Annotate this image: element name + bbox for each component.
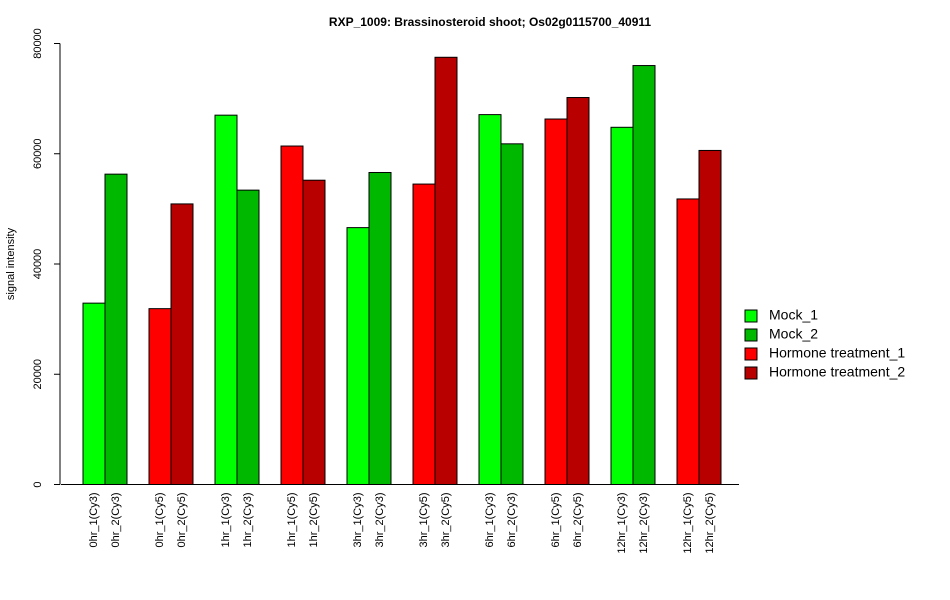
x-tick-label: 0hr_1(Cy5) [154,493,166,548]
bar [104,173,128,486]
x-tick-label: 6hr_2(Cy3) [506,493,518,548]
bar [280,145,304,485]
x-tick-label: 1hr_1(Cy3) [220,493,232,548]
bar [434,56,458,485]
x-tick-label: 12hr_2(Cy5) [704,493,716,554]
x-tick-label: 0hr_2(Cy3) [110,493,122,548]
y-tick-label: 0 [32,481,44,487]
x-tick-label: 12hr_2(Cy3) [638,493,650,554]
bar [368,171,392,485]
bars [82,56,722,486]
bar [214,114,238,485]
y-axis-label: signal intensity [5,227,17,300]
x-tick-label: 3hr_2(Cy5) [440,493,452,548]
x-tick-label: 12hr_1(Cy3) [616,493,628,554]
bar [170,203,194,485]
x-tick-labels: 0hr_1(Cy3) 0hr_2(Cy3) 0hr_1(Cy5) 0hr_2(Cy5)… [88,493,716,554]
bar [412,183,436,485]
bar [148,308,172,485]
legend-label: Mock_2 [769,326,818,342]
x-tick-label: 0hr_1(Cy3) [88,493,100,548]
y-axis: 0 20000 40000 60000 80000 [32,28,61,488]
bar [610,126,634,485]
y-tick-label: 20000 [32,359,44,390]
x-tick-label: 6hr_1(Cy5) [550,493,562,548]
bar [632,65,656,486]
legend: Mock_1 Mock_2 Hormone treatment_1 Hormone t… [744,307,905,380]
y-tick-label: 80000 [32,28,44,59]
bar [698,149,722,485]
legend-label: Hormone treatment_1 [769,345,905,361]
bar [676,198,700,485]
x-tick-label: 1hr_2(Cy3) [242,493,254,548]
x-tick-label: 12hr_1(Cy5) [682,493,694,554]
y-tick-label: 40000 [32,249,44,280]
x-tick-label: 6hr_1(Cy3) [484,493,496,548]
legend-swatch [744,328,758,342]
x-tick-label: 6hr_2(Cy5) [572,493,584,548]
bar [236,189,260,485]
x-tick-label: 0hr_2(Cy5) [176,493,188,548]
bar [302,179,326,486]
chart-title: RXP_1009: Brassinosteroid shoot; Os02g01… [329,15,652,29]
bar [478,114,502,486]
bar [500,143,524,485]
bar [82,302,106,486]
x-tick-label: 1hr_1(Cy5) [286,493,298,548]
x-tick-label: 3hr_1(Cy5) [418,493,430,548]
legend-swatch [744,366,758,380]
bar [566,97,590,486]
x-tick-label: 3hr_1(Cy3) [352,493,364,548]
legend-label: Hormone treatment_2 [769,364,905,380]
x-tick-label: 3hr_2(Cy3) [374,493,386,548]
bar [544,118,568,486]
legend-swatch [744,309,758,323]
legend-swatch [744,347,758,361]
x-tick-label: 1hr_2(Cy5) [308,493,320,548]
bar [346,227,370,485]
y-tick-label: 60000 [32,138,44,169]
legend-label: Mock_1 [769,307,818,323]
